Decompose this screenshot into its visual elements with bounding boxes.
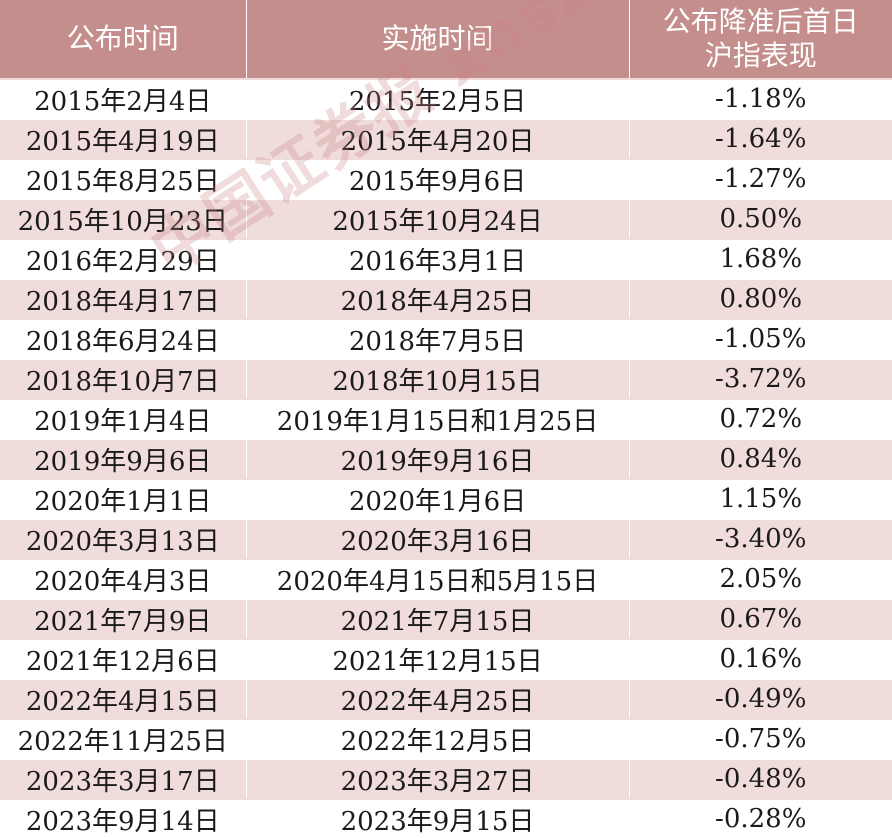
cell-announce-date: 2022年4月15日 xyxy=(0,678,247,719)
cell-implement-date: 2021年12月15日 xyxy=(246,638,630,679)
cell-announce-date: 2018年10月7日 xyxy=(0,358,247,399)
cell-announce-date: 2019年1月4日 xyxy=(0,398,247,439)
cell-index-change: -0.28% xyxy=(629,798,892,838)
cell-index-change: 0.16% xyxy=(629,638,892,679)
cell-announce-date: 2020年3月13日 xyxy=(0,518,247,559)
cell-implement-date: 2019年1月15日和1月25日 xyxy=(246,398,630,439)
cell-announce-date: 2015年8月25日 xyxy=(0,158,247,199)
header-index-line1: 公布降准后首日 xyxy=(662,5,859,38)
table-row: 2016年2月29日 2016年3月1日 1.68% xyxy=(0,238,892,279)
cell-index-change: -1.05% xyxy=(629,318,892,359)
cell-announce-date: 2023年3月17日 xyxy=(0,758,247,799)
header-announce-date: 公布时间 xyxy=(0,0,247,79)
table-header: 公布时间 实施时间 公布降准后首日 沪指表现 xyxy=(0,0,892,79)
cell-index-change: -3.40% xyxy=(629,518,892,559)
header-index-performance: 公布降准后首日 沪指表现 xyxy=(629,0,892,79)
cell-implement-date: 2015年2月5日 xyxy=(246,78,630,119)
table-body: 2015年2月4日 2015年2月5日 -1.18% 2015年4月19日 2015年4… xyxy=(0,78,892,838)
cell-index-change: 1.68% xyxy=(629,238,892,279)
cell-index-change: 1.15% xyxy=(629,478,892,519)
table-row: 2022年11月25日 2022年12月5日 -0.75% xyxy=(0,718,892,759)
cell-announce-date: 2016年2月29日 xyxy=(0,238,247,279)
cell-implement-date: 2020年1月6日 xyxy=(246,478,630,519)
cell-index-change: 0.84% xyxy=(629,438,892,479)
cell-index-change: 0.67% xyxy=(629,598,892,639)
cell-implement-date: 2019年9月16日 xyxy=(246,438,630,479)
cell-announce-date: 2015年4月19日 xyxy=(0,118,247,159)
table-row: 2015年4月19日 2015年4月20日 -1.64% xyxy=(0,118,892,159)
cell-implement-date: 2020年4月15日和5月15日 xyxy=(246,558,630,599)
cell-implement-date: 2015年4月20日 xyxy=(246,118,630,159)
cell-announce-date: 2020年4月3日 xyxy=(0,558,247,599)
cell-implement-date: 2018年7月5日 xyxy=(246,318,630,359)
cell-announce-date: 2020年1月1日 xyxy=(0,478,247,519)
table-row: 2021年7月9日 2021年7月15日 0.67% xyxy=(0,598,892,639)
table-row: 2020年4月3日 2020年4月15日和5月15日 2.05% xyxy=(0,558,892,599)
table-row: 2018年6月24日 2018年7月5日 -1.05% xyxy=(0,318,892,359)
table-row: 2022年4月15日 2022年4月25日 -0.49% xyxy=(0,678,892,719)
cell-index-change: 0.50% xyxy=(629,198,892,239)
table-row: 2020年1月1日 2020年1月6日 1.15% xyxy=(0,478,892,519)
table-row: 2018年10月7日 2018年10月15日 -3.72% xyxy=(0,358,892,399)
cell-index-change: 2.05% xyxy=(629,558,892,599)
cell-implement-date: 2018年10月15日 xyxy=(246,358,630,399)
header-row: 公布时间 实施时间 公布降准后首日 沪指表现 xyxy=(0,0,892,79)
header-implement-date: 实施时间 xyxy=(246,0,630,79)
table-row: 2015年10月23日 2015年10月24日 0.50% xyxy=(0,198,892,239)
cell-index-change: -1.27% xyxy=(629,158,892,199)
cell-implement-date: 2018年4月25日 xyxy=(246,278,630,319)
table-row: 2018年4月17日 2018年4月25日 0.80% xyxy=(0,278,892,319)
cell-index-change: -0.49% xyxy=(629,678,892,719)
cell-announce-date: 2018年6月24日 xyxy=(0,318,247,359)
cell-index-change: -0.75% xyxy=(629,718,892,759)
cell-announce-date: 2021年12月6日 xyxy=(0,638,247,679)
cell-index-change: -0.48% xyxy=(629,758,892,799)
cell-implement-date: 2015年9月6日 xyxy=(246,158,630,199)
header-index-line2: 沪指表现 xyxy=(704,39,817,72)
cell-index-change: 0.80% xyxy=(629,278,892,319)
table-row: 2021年12月6日 2021年12月15日 0.16% xyxy=(0,638,892,679)
cell-announce-date: 2015年2月4日 xyxy=(0,78,247,119)
cell-announce-date: 2019年9月6日 xyxy=(0,438,247,479)
cell-implement-date: 2021年7月15日 xyxy=(246,598,630,639)
cell-implement-date: 2023年3月27日 xyxy=(246,758,630,799)
cell-announce-date: 2022年11月25日 xyxy=(0,718,247,759)
cell-announce-date: 2015年10月23日 xyxy=(0,198,247,239)
cell-implement-date: 2016年3月1日 xyxy=(246,238,630,279)
table-row: 2023年3月17日 2023年3月27日 -0.48% xyxy=(0,758,892,799)
cell-index-change: -3.72% xyxy=(629,358,892,399)
cell-announce-date: 2023年9月14日 xyxy=(0,798,247,838)
cell-index-change: -1.18% xyxy=(629,78,892,119)
cell-implement-date: 2023年9月15日 xyxy=(246,798,630,838)
cell-announce-date: 2018年4月17日 xyxy=(0,278,247,319)
cell-implement-date: 2015年10月24日 xyxy=(246,198,630,239)
cell-implement-date: 2022年12月5日 xyxy=(246,718,630,759)
table-row: 2015年8月25日 2015年9月6日 -1.27% xyxy=(0,158,892,199)
table-row: 2019年1月4日 2019年1月15日和1月25日 0.72% xyxy=(0,398,892,439)
cell-implement-date: 2022年4月25日 xyxy=(246,678,630,719)
table-row: 2019年9月6日 2019年9月16日 0.84% xyxy=(0,438,892,479)
table-row: 2015年2月4日 2015年2月5日 -1.18% xyxy=(0,78,892,119)
cell-index-change: -1.64% xyxy=(629,118,892,159)
cell-index-change: 0.72% xyxy=(629,398,892,439)
cell-announce-date: 2021年7月9日 xyxy=(0,598,247,639)
cell-implement-date: 2020年3月16日 xyxy=(246,518,630,559)
table-row: 2023年9月14日 2023年9月15日 -0.28% xyxy=(0,798,892,838)
table-row: 2020年3月13日 2020年3月16日 -3.40% xyxy=(0,518,892,559)
